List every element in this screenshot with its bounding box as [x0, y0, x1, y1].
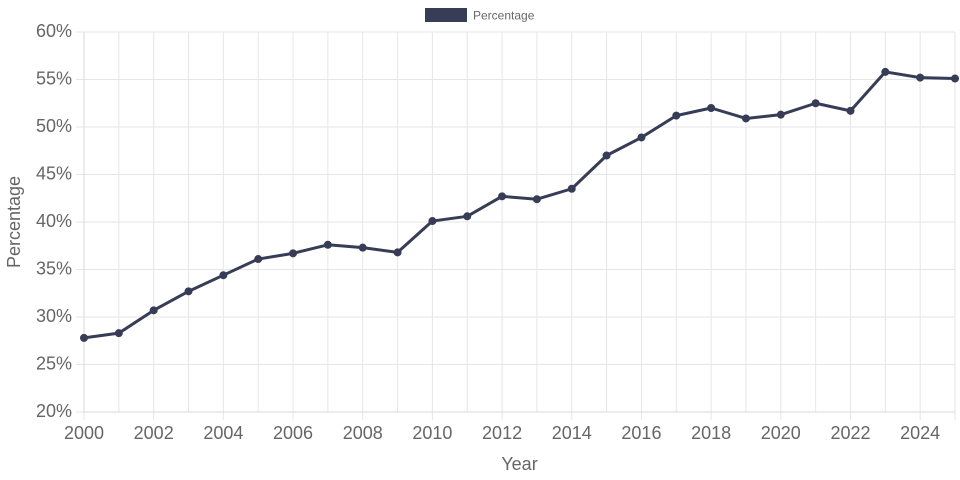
y-tick-label: 50% — [36, 116, 72, 136]
y-tick-label: 40% — [36, 211, 72, 231]
data-point[interactable] — [637, 133, 646, 142]
data-point[interactable] — [811, 99, 820, 108]
x-tick-label: 2014 — [552, 423, 592, 443]
data-point[interactable] — [567, 184, 576, 193]
data-point[interactable] — [916, 73, 925, 82]
x-tick-label: 2024 — [900, 423, 940, 443]
x-tick-label: 2020 — [761, 423, 801, 443]
data-point[interactable] — [254, 255, 263, 264]
data-point[interactable] — [393, 248, 402, 257]
data-point[interactable] — [184, 287, 193, 296]
x-tick-label: 2000 — [64, 423, 104, 443]
data-point[interactable] — [428, 217, 437, 226]
x-tick-label: 2022 — [830, 423, 870, 443]
data-point[interactable] — [358, 243, 367, 252]
y-tick-label: 60% — [36, 21, 72, 41]
data-point[interactable] — [672, 111, 681, 120]
data-point[interactable] — [776, 110, 785, 119]
x-tick-label: 2016 — [621, 423, 661, 443]
data-point[interactable] — [881, 67, 890, 76]
y-tick-label: 45% — [36, 163, 72, 183]
x-tick-label: 2006 — [273, 423, 313, 443]
data-point[interactable] — [463, 212, 472, 221]
y-tick-label: 55% — [36, 68, 72, 88]
x-tick-label: 2002 — [134, 423, 174, 443]
data-point[interactable] — [219, 271, 228, 280]
data-point[interactable] — [846, 106, 855, 115]
x-axis-title: Year — [501, 454, 537, 474]
x-tick-label: 2018 — [691, 423, 731, 443]
y-axis-title: Percentage — [4, 176, 24, 268]
data-point[interactable] — [951, 74, 959, 83]
x-tick-label: 2012 — [482, 423, 522, 443]
legend-swatch[interactable] — [425, 8, 467, 22]
data-point[interactable] — [114, 329, 123, 338]
data-point[interactable] — [289, 249, 298, 258]
data-point[interactable] — [602, 151, 611, 160]
data-point[interactable] — [149, 306, 158, 315]
series-line-percentage — [82, 70, 957, 340]
y-tick-label: 30% — [36, 306, 72, 326]
x-tick-label: 2010 — [412, 423, 452, 443]
data-point[interactable] — [80, 333, 88, 342]
y-tick-label: 35% — [36, 258, 72, 278]
legend-label[interactable]: Percentage — [473, 9, 535, 23]
x-tick-label: 2004 — [203, 423, 243, 443]
x-tick-label: 2008 — [343, 423, 383, 443]
data-point[interactable] — [532, 195, 541, 204]
data-point[interactable] — [323, 240, 332, 249]
y-tick-label: 25% — [36, 353, 72, 373]
y-tick-label: 20% — [36, 401, 72, 421]
data-point[interactable] — [741, 114, 750, 123]
data-point[interactable] — [498, 192, 507, 201]
data-point[interactable] — [707, 104, 716, 112]
